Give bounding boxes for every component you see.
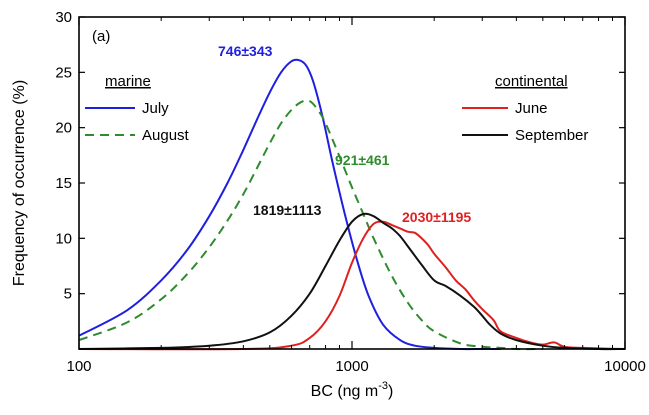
series-layer [78, 58, 626, 351]
x-axis-label-main: BC (ng m [311, 383, 379, 400]
y-tick-label: 10 [55, 230, 72, 247]
legend-june-label: June [515, 100, 548, 117]
series-july-line [78, 58, 501, 351]
x-tick-label: 10000 [604, 358, 646, 375]
legend-marine-title: marine [105, 73, 151, 90]
y-tick-label: 20 [55, 120, 72, 137]
y-tick-label: 25 [55, 64, 72, 81]
annotation-june: 2030±1195 [402, 209, 471, 225]
annotation-september: 1819±1113 [253, 202, 322, 218]
legend-july-label: July [142, 100, 169, 117]
x-tick-label: 100 [66, 358, 91, 375]
series-august-line [78, 99, 543, 351]
y-tick-label: 15 [55, 175, 72, 192]
x-axis-label: BC (ng m-3) [311, 380, 394, 400]
y-axis-label: Frequency of occurrence (%) [11, 80, 28, 286]
x-axis-label-end: ) [388, 383, 393, 400]
legend-august-label: August [142, 127, 190, 144]
legend-september-label: September [515, 127, 588, 144]
y-tick-label: 5 [64, 286, 72, 303]
legend-continental-title: continental [495, 73, 568, 90]
annotation-july: 746±343 [218, 43, 273, 59]
y-tick-label: 30 [55, 9, 72, 26]
annotation-august: 921±461 [335, 152, 390, 168]
series-september-line [78, 212, 626, 351]
axes-layer: 5 10 15 20 25 30 100 1000 10000 [55, 9, 646, 375]
x-axis-label-sup: -3 [378, 380, 388, 392]
panel-label: (a) [92, 28, 110, 45]
legend-marine: marine July August [85, 73, 190, 144]
legend-continental: continental June September [462, 73, 588, 144]
x-tick-label: 1000 [335, 358, 368, 375]
